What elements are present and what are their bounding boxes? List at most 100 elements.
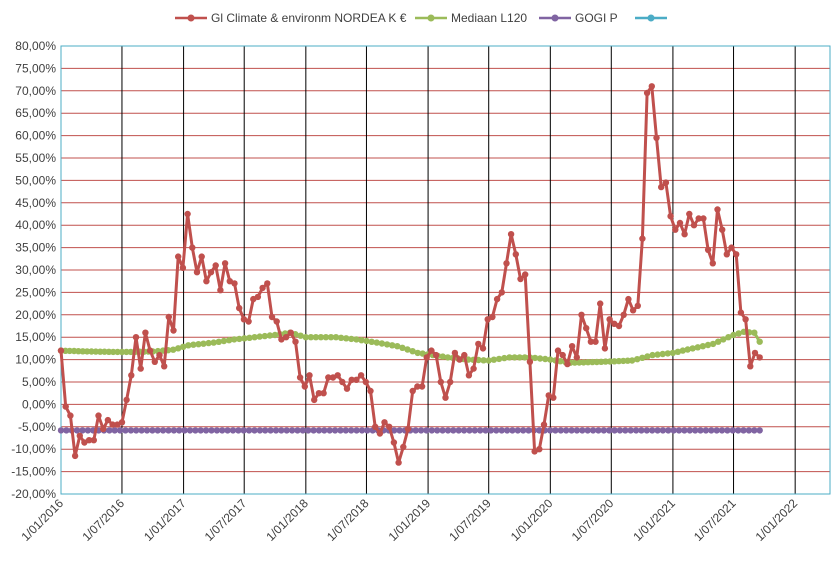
data-point (501, 354, 508, 362)
data-point (170, 427, 178, 434)
data-point (271, 331, 279, 339)
data-point (432, 351, 440, 359)
data-point (297, 332, 304, 339)
data-point (536, 427, 543, 434)
data-point (632, 427, 640, 434)
data-point (363, 337, 370, 345)
data-point (128, 372, 135, 379)
data-point (215, 338, 222, 345)
data-point (522, 271, 529, 278)
data-point (520, 427, 527, 434)
data-point (343, 385, 351, 392)
data-point (189, 244, 196, 251)
data-point (179, 264, 187, 271)
data-point (288, 427, 296, 434)
data-point (418, 383, 426, 390)
data-point (620, 311, 627, 318)
data-point (552, 427, 559, 434)
data-point (353, 376, 360, 383)
data-point (95, 412, 102, 419)
data-point (584, 427, 591, 434)
data-point (751, 329, 758, 336)
data-point (143, 427, 151, 434)
data-point (256, 333, 263, 340)
data-point (100, 425, 107, 433)
data-point (217, 287, 224, 294)
legend-label: Mediaan L120 (451, 11, 527, 25)
data-point (85, 437, 93, 444)
data-point (536, 446, 543, 453)
data-point (694, 344, 701, 351)
data-point (283, 427, 290, 434)
data-point (358, 427, 366, 434)
data-point (175, 253, 182, 260)
data-point (692, 427, 699, 434)
data-point (616, 427, 624, 434)
data-point (225, 337, 233, 344)
y-tick-label: 0,00% (22, 397, 56, 411)
data-point (563, 427, 570, 434)
data-point (123, 396, 130, 404)
data-point (154, 427, 161, 434)
data-point (742, 316, 749, 323)
data-point (404, 346, 411, 353)
data-point (573, 354, 580, 361)
data-point (695, 215, 702, 222)
data-point (649, 351, 656, 359)
data-point (116, 427, 124, 434)
data-point (186, 427, 194, 434)
data-point (611, 358, 618, 365)
data-point (378, 340, 386, 347)
data-point (389, 342, 396, 349)
data-point (208, 427, 215, 434)
data-point (659, 427, 667, 434)
legend: Gl Climate & environm NORDEA K € Mediaan … (175, 11, 667, 25)
data-point (207, 269, 215, 276)
data-point (342, 427, 349, 434)
data-point (601, 345, 609, 352)
data-point (477, 427, 484, 434)
data-point (337, 427, 344, 434)
data-point (71, 452, 79, 460)
data-point (664, 350, 671, 357)
data-point (434, 427, 441, 434)
data-point (444, 427, 452, 434)
data-point (307, 334, 315, 341)
data-point (756, 338, 763, 345)
data-point (267, 427, 274, 434)
data-point (704, 341, 712, 349)
data-point (90, 437, 98, 444)
data-point (509, 427, 516, 434)
data-point (327, 334, 335, 341)
data-point (482, 427, 489, 434)
data-point (512, 251, 519, 258)
data-point (450, 427, 457, 434)
data-point (611, 427, 618, 434)
data-point (315, 390, 323, 397)
data-point (353, 427, 360, 434)
data-point (367, 387, 374, 395)
data-point (719, 226, 726, 233)
y-tick-label: 20,00% (15, 308, 56, 322)
data-point (751, 427, 758, 434)
data-point (568, 427, 575, 434)
data-point (399, 344, 406, 351)
legend-marker (427, 14, 435, 22)
data-point (511, 354, 518, 361)
data-point (517, 275, 524, 283)
data-point (197, 427, 204, 434)
data-point (557, 427, 564, 434)
data-point (118, 419, 126, 426)
data-point (185, 342, 192, 349)
legend-marker (647, 14, 655, 22)
data-point (193, 269, 201, 276)
y-tick-label: 80,00% (15, 39, 56, 53)
legend-label: GOGI P (575, 11, 618, 25)
data-point (301, 383, 308, 390)
data-point (568, 343, 576, 350)
data-point (305, 427, 312, 434)
data-point (559, 351, 566, 359)
y-tick-label: 50,00% (15, 173, 56, 187)
